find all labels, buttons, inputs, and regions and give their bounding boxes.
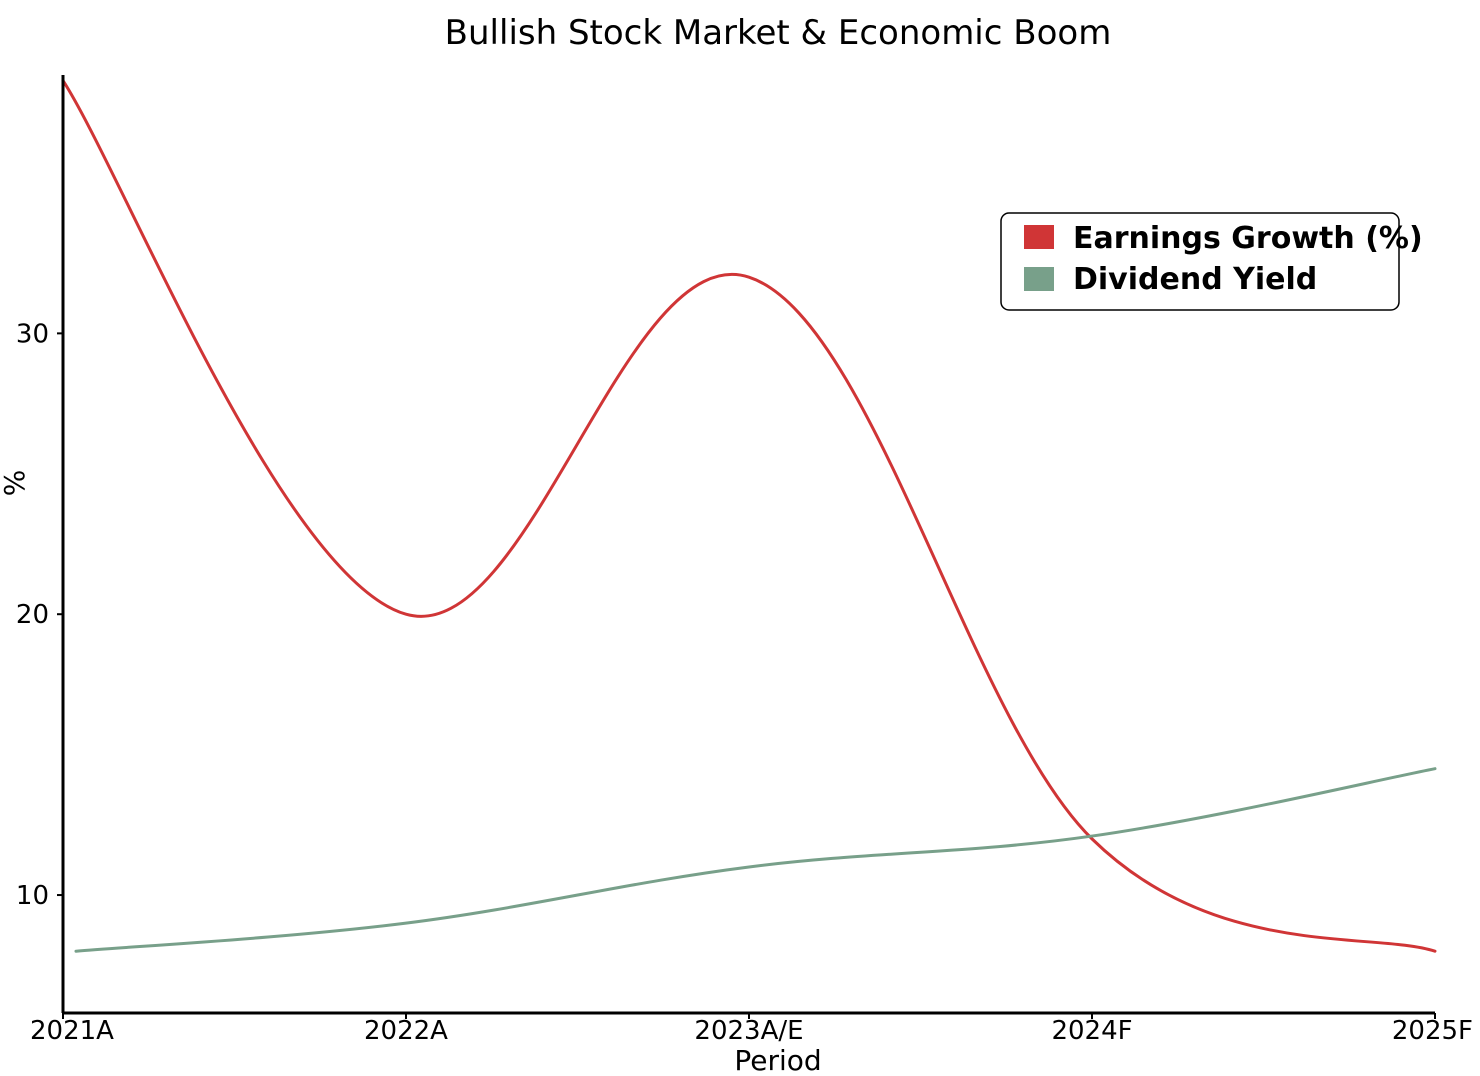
y-ticks: 10 20 30 bbox=[16, 319, 63, 911]
legend-label-earnings: Earnings Growth (%) bbox=[1073, 221, 1423, 256]
x-tick-label: 2022A bbox=[364, 1016, 448, 1046]
y-tick-label: 20 bbox=[16, 600, 49, 630]
x-ticks: 2021A 2022A 2023A/E 2024F 2025F bbox=[30, 1013, 1473, 1046]
y-tick-label: 30 bbox=[16, 319, 49, 349]
legend-box bbox=[1000, 212, 1400, 311]
series-line-dividend-yield bbox=[74, 767, 1437, 953]
series-line-earnings-growth bbox=[61, 79, 1437, 953]
y-tick-label: 10 bbox=[16, 881, 49, 911]
x-tick-label: 2021A bbox=[30, 1016, 114, 1046]
legend: Earnings Growth (%) Dividend Yield bbox=[1000, 212, 1423, 311]
x-tick-label: 2023A/E bbox=[694, 1016, 803, 1046]
legend-swatch-dividend bbox=[1024, 267, 1054, 291]
x-axis-label: Period bbox=[734, 1044, 821, 1076]
legend-label-dividend: Dividend Yield bbox=[1073, 262, 1317, 297]
x-tick-label: 2025F bbox=[1392, 1016, 1473, 1046]
y-axis-label: % bbox=[0, 470, 31, 497]
legend-swatch-earnings bbox=[1024, 225, 1054, 249]
x-tick-label: 2024F bbox=[1051, 1016, 1132, 1046]
chart-title: Bullish Stock Market & Economic Boom bbox=[445, 13, 1112, 53]
series-layer bbox=[61, 79, 1437, 953]
